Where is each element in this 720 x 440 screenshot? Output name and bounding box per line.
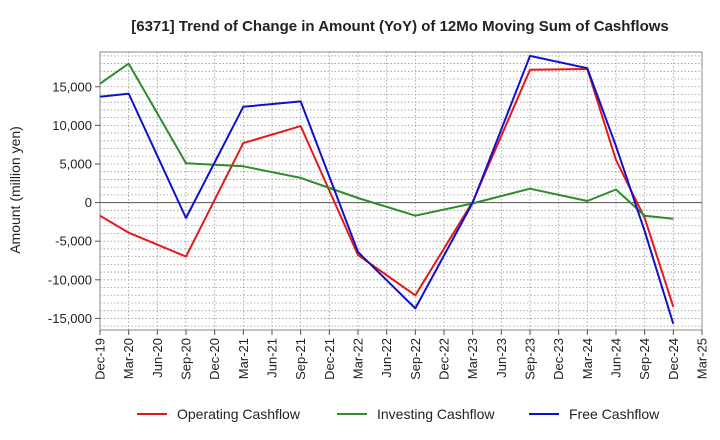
- x-tick-label: Dec-19: [93, 338, 108, 380]
- x-tick-label: Mar-22: [351, 338, 366, 379]
- y-tick-labels: -15,000 -10,000 -5,000 0 5,000 10,000 15,000: [48, 79, 92, 326]
- x-tick-label: Sep-20: [179, 338, 194, 380]
- y-tick-label: -10,000: [48, 272, 92, 287]
- series-lines: [99, 54, 675, 325]
- x-tick-label: Dec-24: [666, 338, 681, 380]
- x-tick-label: Jun-20: [150, 338, 165, 378]
- x-tick-label: Sep-22: [408, 338, 423, 380]
- x-tick-label: Mar-23: [465, 338, 480, 379]
- x-tick-label: Sep-21: [293, 338, 308, 380]
- legend-label: Operating Cashflow: [177, 406, 301, 422]
- x-tick-label: Mar-20: [121, 338, 136, 379]
- series-line-1: [99, 62, 674, 220]
- x-tick-label: Mar-24: [580, 338, 595, 379]
- y-tick-label: 10,000: [52, 118, 92, 133]
- x-tick-label: Jun-23: [494, 338, 509, 378]
- plot-frame: [99, 51, 703, 331]
- series-line-2: [99, 54, 675, 325]
- legend-label: Investing Cashflow: [377, 406, 495, 422]
- x-tick-label: Jun-24: [609, 338, 624, 378]
- legend-label: Free Cashflow: [569, 406, 660, 422]
- y-tick-label: -5,000: [55, 234, 92, 249]
- x-tick-label: Sep-23: [523, 338, 538, 380]
- y-axis-label: Amount (million yen): [7, 126, 23, 254]
- legend: Operating Cashflow Investing Cashflow Free…: [137, 406, 660, 422]
- y-tick-label: -15,000: [48, 311, 92, 326]
- y-tick-label: 5,000: [59, 156, 92, 171]
- axes: [95, 51, 703, 335]
- x-tick-label: Mar-21: [236, 338, 251, 379]
- x-tick-label: Dec-22: [437, 338, 452, 380]
- y-tick-label: 0: [85, 195, 92, 210]
- x-tick-label: Jun-21: [265, 338, 280, 378]
- x-tick-label: Sep-24: [637, 338, 652, 380]
- x-tick-label: Mar-25: [695, 338, 710, 379]
- series-line-0: [99, 68, 675, 308]
- x-tick-label: Dec-21: [322, 338, 337, 380]
- x-tick-label: Dec-20: [207, 338, 222, 380]
- x-tick-label: Jun-22: [379, 338, 394, 378]
- x-tick-label: Dec-23: [551, 338, 566, 380]
- chart-title: [6371] Trend of Change in Amount (YoY) o…: [131, 18, 669, 35]
- x-tick-labels: Dec-19 Mar-20 Jun-20 Sep-20 Dec-20 Mar-21 Jun-…: [93, 338, 710, 380]
- y-tick-label: 15,000: [52, 79, 92, 94]
